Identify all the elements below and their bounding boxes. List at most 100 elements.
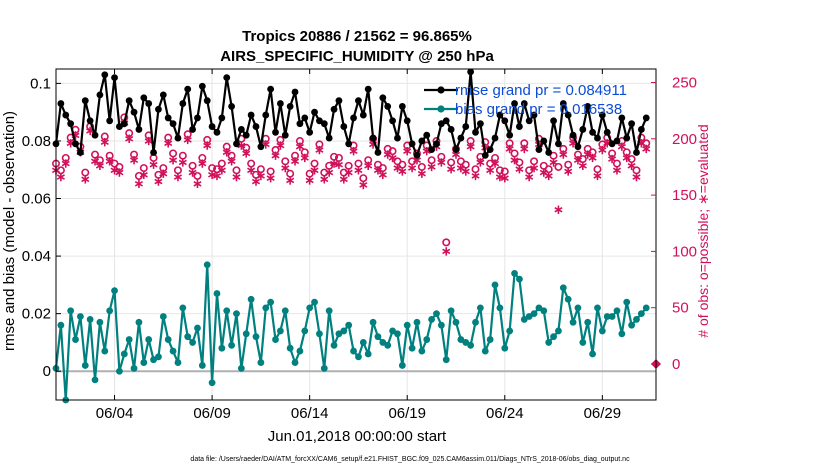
bias-point bbox=[242, 330, 250, 338]
rmse-point bbox=[447, 126, 455, 133]
bias-point bbox=[91, 376, 99, 384]
bias-point bbox=[442, 356, 450, 364]
evaluated-count-point bbox=[115, 168, 124, 177]
bias-point bbox=[550, 333, 557, 341]
bias-point bbox=[384, 341, 392, 349]
rmse-point bbox=[418, 137, 426, 145]
evaluated-count-point bbox=[61, 159, 70, 168]
legend-bias-label: bias grand pr = 0.016538 bbox=[455, 101, 622, 118]
rmse-point bbox=[433, 140, 440, 148]
rmse-point bbox=[301, 114, 309, 122]
y-tick-label-left: 0.1 bbox=[30, 75, 51, 92]
evaluated-count-point bbox=[334, 160, 343, 169]
bias-point bbox=[247, 295, 255, 303]
rmse-point bbox=[281, 131, 289, 139]
rmse-point bbox=[408, 140, 416, 148]
bias-point bbox=[350, 347, 357, 355]
bias-point bbox=[325, 307, 333, 315]
y-tick-label-right: 150 bbox=[672, 187, 697, 204]
evaluated-count-point bbox=[295, 142, 304, 151]
rmse-point bbox=[291, 88, 299, 96]
rmse-point bbox=[359, 111, 367, 119]
rmse-point bbox=[398, 103, 406, 110]
rmse-point bbox=[320, 120, 328, 128]
bias-point bbox=[355, 353, 362, 361]
rmse-point bbox=[618, 114, 626, 122]
evaluated-count-point bbox=[339, 175, 348, 184]
bias-point bbox=[223, 307, 231, 315]
bias-point bbox=[296, 347, 304, 355]
rmse-point bbox=[389, 117, 396, 125]
bias-point bbox=[516, 275, 523, 283]
rmse-point bbox=[218, 114, 226, 122]
rmse-point bbox=[72, 140, 79, 148]
bias-point bbox=[555, 327, 562, 335]
rmse-point bbox=[462, 123, 470, 130]
evaluated-count-point bbox=[593, 171, 602, 181]
evaluated-count-point bbox=[198, 159, 207, 168]
bias-point bbox=[233, 310, 240, 318]
bias-point bbox=[203, 261, 211, 269]
bias-point bbox=[369, 318, 377, 326]
rmse-point bbox=[633, 149, 640, 156]
evaluated-count-point bbox=[559, 150, 568, 159]
bias-point bbox=[81, 362, 89, 369]
evaluated-count-point bbox=[490, 159, 500, 168]
evaluated-count-point bbox=[549, 158, 558, 167]
bias-point bbox=[96, 318, 104, 326]
bias-point bbox=[72, 336, 79, 343]
bias-point bbox=[67, 307, 75, 315]
rmse-point bbox=[623, 134, 631, 142]
bias-point bbox=[213, 290, 221, 297]
rmse-point bbox=[233, 140, 240, 148]
rmse-point bbox=[311, 108, 318, 116]
bias-point bbox=[642, 304, 650, 312]
bias-point bbox=[574, 304, 582, 312]
chart-title-line1: Tropics 20886 / 21562 = 96.865% bbox=[242, 28, 472, 45]
rmse-point bbox=[155, 105, 162, 113]
y-tick-label-left: 0.06 bbox=[22, 191, 51, 208]
rmse-point bbox=[106, 117, 114, 125]
rmse-point bbox=[276, 100, 284, 107]
rmse-point bbox=[120, 120, 128, 128]
evaluated-count-point bbox=[217, 166, 226, 175]
evaluated-count-point bbox=[159, 169, 168, 178]
rmse-point bbox=[584, 103, 592, 110]
rmse-point bbox=[130, 108, 138, 116]
bias-point bbox=[359, 339, 367, 346]
rmse-point bbox=[325, 134, 333, 142]
evaluated-count-point bbox=[427, 162, 436, 172]
chart-title-line2: AIRS_SPECIFIC_HUMIDITY @ 250 hPa bbox=[220, 48, 494, 65]
rmse-point bbox=[555, 140, 562, 148]
evaluated-count-point bbox=[178, 158, 187, 167]
bias-point bbox=[345, 321, 353, 329]
rmse-point bbox=[569, 131, 577, 139]
bias-point bbox=[130, 364, 138, 372]
evaluated-count-point bbox=[251, 177, 261, 186]
evaluated-count-point bbox=[525, 172, 534, 182]
bias-point bbox=[86, 316, 94, 323]
rmse-point bbox=[472, 128, 479, 136]
rmse-point bbox=[481, 151, 489, 159]
evaluated-count-point bbox=[398, 167, 407, 176]
bias-point bbox=[140, 359, 148, 366]
bias-point bbox=[159, 313, 167, 320]
evaluated-count-point bbox=[417, 169, 426, 178]
rmse-point bbox=[442, 117, 450, 125]
rmse-point bbox=[198, 82, 206, 90]
bias-point bbox=[584, 318, 592, 326]
rmse-point bbox=[501, 117, 509, 125]
x-axis-label: Jun.01,2018 00:00:00 start bbox=[268, 428, 447, 445]
evaluated-count-point bbox=[105, 157, 114, 166]
rmse-point bbox=[150, 149, 157, 156]
rmse-point bbox=[184, 85, 192, 93]
rmse-point bbox=[511, 100, 518, 107]
possible-count-point bbox=[554, 162, 563, 171]
evaluated-count-point bbox=[100, 137, 109, 147]
rmse-point bbox=[491, 134, 499, 142]
rmse-point bbox=[545, 149, 553, 156]
evaluated-count-point bbox=[281, 163, 290, 173]
rmse-point bbox=[159, 91, 167, 99]
bias-point bbox=[208, 379, 216, 387]
evaluated-count-point bbox=[276, 141, 285, 150]
